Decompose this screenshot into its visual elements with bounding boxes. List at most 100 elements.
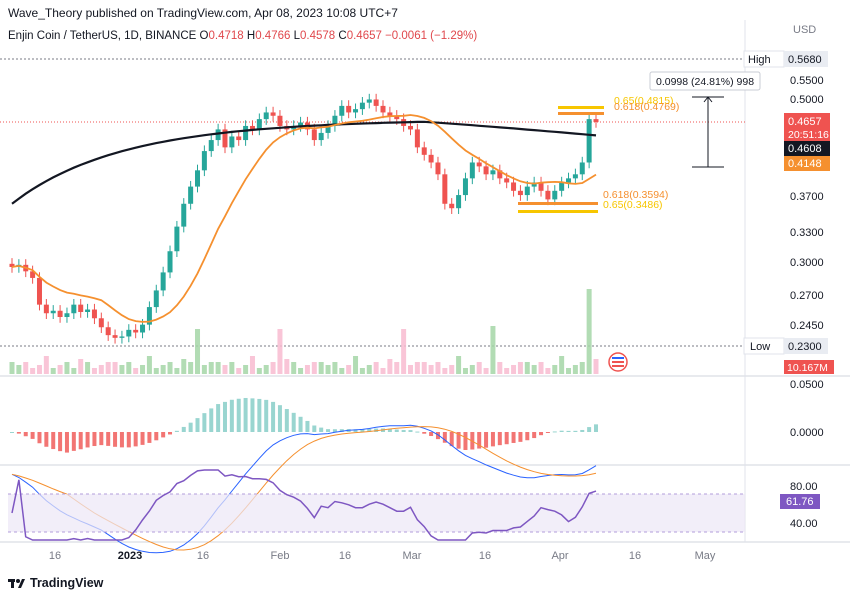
svg-text:0.4148: 0.4148 (788, 158, 822, 170)
volume-bar (222, 365, 228, 374)
volume-bar (236, 368, 242, 374)
volume-bar (579, 362, 585, 374)
volume-bar (318, 362, 324, 374)
ma-short-badge: 0.4148 (784, 156, 830, 171)
candle-body (511, 182, 517, 191)
rsi-band (8, 494, 745, 532)
candle-body (146, 307, 152, 325)
candle-body (325, 125, 331, 133)
volume-bar (476, 362, 482, 374)
candle-body (91, 309, 97, 319)
volume-bar (366, 365, 372, 374)
candle-body (160, 272, 166, 291)
volume-bar (30, 368, 36, 374)
candle-body (201, 151, 207, 171)
candle-body (208, 140, 214, 152)
volume-bar (263, 365, 269, 374)
high-badge: High 0.5680 (743, 50, 828, 68)
volume-bar (174, 368, 180, 374)
macd-bar (106, 432, 111, 446)
candle-body (462, 178, 468, 196)
macd-bar (154, 432, 159, 441)
candle-body (36, 277, 42, 305)
candle-body (346, 105, 352, 113)
time-tick: Mar (403, 550, 422, 562)
volume-bar (208, 362, 214, 374)
volume-bar (559, 356, 565, 374)
brand-footer[interactable]: TradingView (8, 576, 103, 590)
volume-bar (126, 362, 132, 374)
macd-bar (587, 427, 592, 432)
candle-body (50, 310, 56, 314)
volume-badge: 10.167M (784, 360, 834, 374)
volume-bar (346, 365, 352, 374)
candle-body (215, 129, 221, 141)
time-axis: 16 2023 16 Feb 16 Mar 16 Apr 16 May (49, 550, 716, 562)
rsi-line (11, 469, 597, 541)
rsi-value: 61.76 (786, 496, 814, 508)
candle-body (579, 162, 585, 175)
volume-bar (98, 365, 104, 374)
candle-body (263, 112, 269, 120)
candle-body (105, 327, 111, 336)
macd-bar (284, 409, 289, 432)
volume-bar (256, 368, 262, 374)
volume-bar (43, 356, 49, 374)
macd-histogram (10, 397, 598, 453)
macd-bar (119, 432, 124, 448)
macd-bar (463, 432, 468, 450)
candle-body (78, 304, 84, 313)
candle-body (407, 125, 413, 130)
volume-bar (85, 362, 91, 374)
candle-body (188, 186, 194, 204)
candle-body (353, 109, 359, 113)
candle-body (153, 290, 159, 308)
candle-body (524, 186, 530, 196)
candle-body (586, 119, 592, 163)
volume-bar (483, 368, 489, 374)
candle-body (256, 119, 262, 130)
macd-bar (326, 429, 331, 432)
signal-line (11, 426, 597, 551)
macd-bar (229, 399, 234, 432)
candles (9, 93, 599, 344)
symbol-name[interactable]: Enjin Coin / TetherUS, 1D, BINANCE (8, 30, 197, 42)
candle-body (456, 195, 462, 209)
macd-bar (360, 429, 365, 432)
macd-bar (92, 432, 97, 447)
macd-bar (456, 432, 461, 449)
macd-bar (511, 432, 516, 443)
macd-bar (484, 432, 489, 448)
macd-bar (271, 401, 276, 432)
volume-bar (167, 362, 173, 374)
volume-bar (435, 362, 441, 374)
volume-bar (373, 362, 379, 374)
macd-bar (429, 432, 434, 437)
volume-bar (538, 362, 544, 374)
macd-bar (490, 432, 495, 447)
volume-bar (332, 362, 338, 374)
price-tick: 0.4500 (790, 118, 824, 130)
volume-bar (71, 368, 77, 374)
macd-bar (257, 398, 262, 432)
candle-body (291, 125, 297, 130)
volume-bar (421, 362, 427, 374)
candle-body (572, 174, 578, 179)
candle-body (243, 125, 249, 141)
volume-bar (105, 362, 111, 374)
candle-body (23, 264, 29, 272)
macd-bar (195, 418, 200, 432)
fib-label-3: 0.618(0.3594) (603, 189, 668, 201)
macd-bar (236, 398, 241, 432)
volume-bar (456, 356, 462, 374)
macd-bar (470, 432, 475, 450)
candle-body (414, 129, 420, 148)
time-tick: 16 (49, 550, 61, 562)
time-tick: 16 (479, 550, 491, 562)
macd-bar (394, 429, 399, 432)
macd-bar (566, 430, 571, 432)
volume-bar (311, 362, 317, 374)
macd-bar (174, 430, 179, 432)
macd-bar (477, 432, 482, 449)
